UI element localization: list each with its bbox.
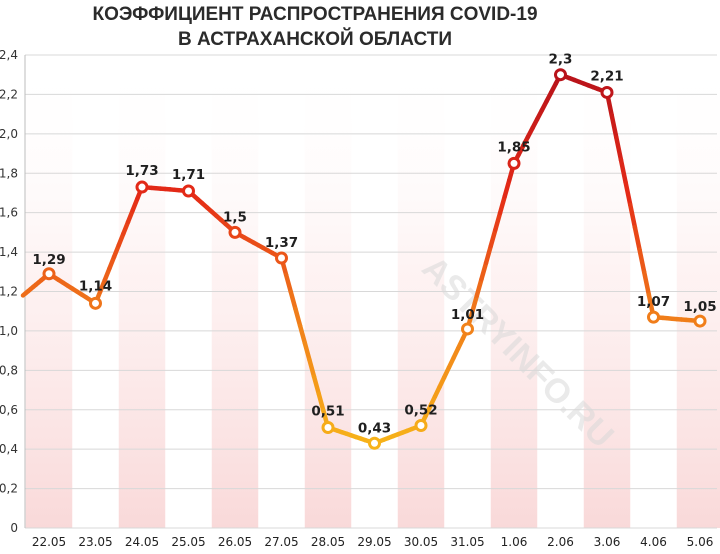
series-segment (641, 269, 652, 297)
data-label: 1,5 (223, 209, 247, 225)
series-segment (307, 357, 317, 379)
series-segment (283, 272, 294, 295)
x-tick-label: 28.05 (311, 535, 345, 549)
data-label: 1,37 (265, 235, 298, 251)
x-tick-label: 29.05 (357, 535, 391, 549)
data-label: 1,29 (32, 252, 65, 268)
data-point (89, 296, 102, 310)
data-label: 1,73 (125, 163, 158, 179)
chart-title-line-2: В АСТРАХАНСКОЙ ОБЛАСТИ (178, 28, 452, 50)
y-tick-label: 0,6 (0, 403, 18, 417)
data-points (42, 68, 707, 450)
data-point (321, 420, 335, 434)
x-tick-label: 23.05 (78, 535, 112, 549)
series-segment (311, 374, 321, 396)
data-label: 0,51 (311, 403, 344, 419)
data-point (42, 267, 56, 281)
y-tick-label: 2,2 (0, 87, 18, 101)
data-point (554, 68, 567, 82)
series-segment (614, 135, 624, 163)
data-point (693, 314, 707, 328)
x-axis: 22.05 23.05 24.05 25.05 26.05 27.05 28.05 29.05… (32, 535, 714, 549)
data-point (507, 156, 521, 170)
data-point (275, 251, 288, 265)
data-point (647, 310, 660, 324)
series-segment (628, 202, 638, 230)
y-tick-label: 0,8 (0, 363, 18, 377)
x-tick-label: 3.06 (594, 535, 621, 549)
data-label: 2,3 (549, 52, 573, 68)
data-point (368, 436, 381, 450)
data-label: 1,85 (497, 139, 530, 155)
x-tick-label: 25.05 (171, 535, 205, 549)
series-segment (488, 227, 498, 249)
x-tick-label: 4.06 (640, 535, 667, 549)
x-tick-label: 24.05 (125, 535, 159, 549)
y-tick-label: 1,2 (0, 285, 18, 299)
data-point (461, 322, 474, 336)
data-point (600, 85, 614, 99)
x-tick-label: 22.05 (32, 535, 66, 549)
series-segment (637, 247, 647, 275)
y-axis: 0 0,2 0,4 0,6 0,8 1,0 1,2 1,4 1,6 1,8 2,0 2,2 2,4 (0, 48, 18, 535)
series-segment (497, 194, 507, 216)
y-tick-label: 0,2 (0, 482, 18, 496)
data-label: 1,14 (79, 278, 112, 294)
series-segment (618, 157, 628, 185)
x-tick-label: 27.05 (264, 535, 298, 549)
series-segment (302, 340, 312, 362)
series-segment (623, 180, 633, 208)
data-label: 0,43 (358, 420, 391, 436)
series-segment (288, 289, 298, 312)
data-label: 1,01 (451, 307, 484, 323)
series-segment (469, 293, 480, 315)
data-point (135, 180, 149, 194)
grid-lines (24, 54, 717, 529)
data-labels: 1,29 1,14 1,73 1,71 1,5 1,37 0,51 0,43 0,52 1,01 1… (32, 52, 716, 437)
data-point (414, 419, 428, 433)
x-tick-label: 5.06 (687, 535, 714, 549)
data-point (182, 184, 195, 198)
y-tick-label: 2,0 (0, 127, 18, 141)
y-tick-label: 1,8 (0, 166, 18, 180)
series-segment (297, 323, 307, 345)
series-segment (502, 177, 512, 199)
y-tick-label: 2,4 (0, 48, 18, 62)
series-segment (632, 225, 642, 252)
y-tick-label: 0,4 (0, 442, 18, 456)
series-segment (316, 391, 326, 413)
y-tick-label: 1,0 (0, 324, 18, 338)
series-segment (493, 210, 503, 232)
y-tick-label: 1,6 (0, 206, 18, 220)
series-segment (483, 243, 493, 265)
y-tick-label: 0 (10, 521, 18, 535)
data-label: 2,21 (590, 68, 623, 84)
data-label: 1,05 (683, 299, 716, 315)
data-label: 1,71 (172, 167, 205, 183)
x-tick-label: 1.06 (501, 535, 528, 549)
series-segment (479, 260, 489, 282)
x-tick-label: 26.05 (218, 535, 252, 549)
x-tick-label: 31.05 (450, 535, 484, 549)
data-label: 1,07 (637, 294, 670, 310)
series-segment (474, 277, 484, 299)
x-tick-label: 30.05 (404, 535, 438, 549)
chart-title-line-1: КОЭФФИЦИЕНТ РАСПРОСТРАНЕНИЯ COVID-19 (92, 4, 537, 25)
data-point (228, 225, 242, 239)
series-segment (609, 112, 619, 140)
series-line (20, 72, 703, 446)
data-label: 0,52 (404, 403, 437, 419)
series-segment (293, 306, 303, 329)
y-tick-label: 1,4 (0, 245, 18, 259)
x-tick-label: 2.06 (547, 535, 574, 549)
